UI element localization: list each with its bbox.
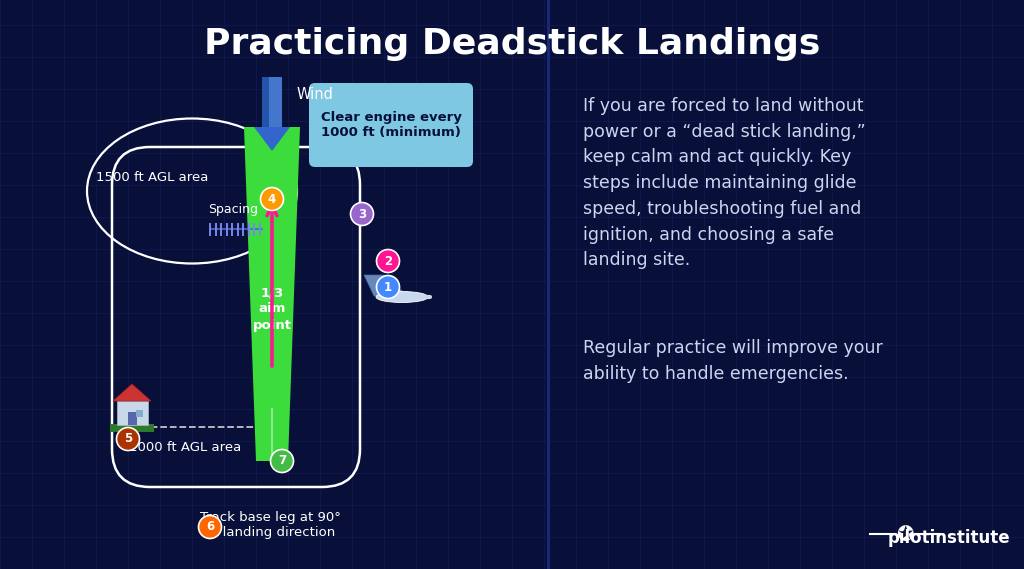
Circle shape [270, 450, 294, 472]
Text: Regular practice will improve your
ability to handle emergencies.: Regular practice will improve your abili… [583, 339, 883, 383]
Text: pilotinstitute: pilotinstitute [888, 529, 1010, 547]
Polygon shape [254, 127, 290, 151]
Text: 3: 3 [358, 208, 366, 221]
Text: 6: 6 [206, 521, 214, 534]
Polygon shape [113, 384, 151, 401]
Text: 2: 2 [384, 254, 392, 267]
Polygon shape [364, 275, 408, 296]
Text: ✪: ✪ [896, 525, 913, 545]
Circle shape [377, 275, 399, 299]
Text: If you are forced to land without
power or a “dead stick landing,”
keep calm and: If you are forced to land without power … [583, 97, 865, 269]
Polygon shape [376, 284, 384, 296]
Bar [262, 77, 282, 129]
Polygon shape [244, 127, 300, 461]
Text: 1500 ft AGL area: 1500 ft AGL area [96, 171, 208, 183]
Bar [110, 424, 154, 432]
Text: Practicing Deadstick Landings: Practicing Deadstick Landings [204, 27, 820, 61]
Circle shape [199, 516, 221, 538]
Bar [262, 77, 269, 129]
Text: 4: 4 [268, 192, 276, 205]
Ellipse shape [376, 291, 428, 303]
Text: 5: 5 [124, 432, 132, 446]
Circle shape [350, 203, 374, 225]
Text: 1: 1 [384, 281, 392, 294]
Text: Wind: Wind [297, 86, 334, 101]
Text: Track base leg at 90°
to landing direction: Track base leg at 90° to landing directi… [200, 511, 340, 539]
Text: Spacing: Spacing [208, 203, 258, 216]
Text: 1000 ft AGL area: 1000 ft AGL area [129, 441, 241, 454]
Circle shape [260, 188, 284, 211]
FancyBboxPatch shape [309, 83, 473, 167]
Circle shape [377, 249, 399, 273]
Text: Clear engine every
1000 ft (minimum): Clear engine every 1000 ft (minimum) [321, 111, 462, 139]
Text: 7: 7 [278, 455, 286, 468]
Circle shape [117, 427, 139, 451]
Bar [136, 410, 143, 417]
Bar [128, 412, 136, 425]
Bar [117, 401, 147, 425]
Text: 1/3
aim
point: 1/3 aim point [253, 287, 292, 332]
